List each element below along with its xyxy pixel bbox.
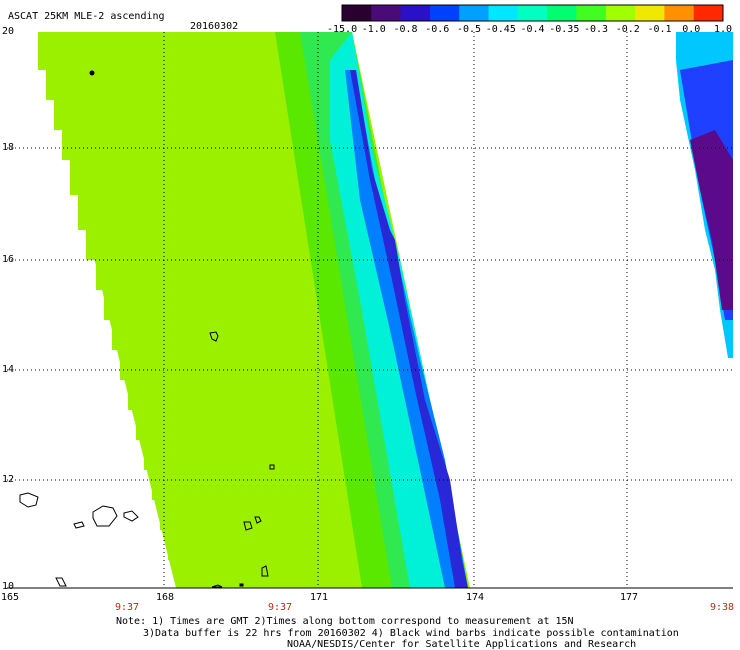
colorbar-tick-label: -0.3: [584, 24, 609, 35]
colorbar-swatch: [459, 5, 490, 21]
island-1: [89, 70, 95, 76]
lon-label-174: 174: [466, 592, 485, 603]
colorbar-tick-label: 1.0: [714, 24, 733, 35]
lat-label-12: 12: [2, 474, 15, 485]
colorbar-swatch: [664, 5, 695, 21]
colorbar-tick-label: -0.4: [520, 24, 545, 35]
island-10: [261, 565, 269, 577]
colorbar-tick-label: -0.35: [549, 24, 580, 35]
colorbar-tick-label: -15.0: [327, 24, 358, 35]
island-12: [211, 584, 223, 588]
lon-label-168: 168: [156, 592, 175, 603]
colorbar-tick-label: -0.2: [615, 24, 640, 35]
lon-label-171: 171: [310, 592, 329, 603]
deep-blue-band: [350, 70, 468, 588]
note-line-3: NOAA/NESDIS/Center for Satellite Applica…: [287, 639, 637, 650]
island-9: [254, 516, 262, 524]
colorbar-swatch: [517, 5, 548, 21]
colorbar-tick-label: 0.0: [682, 24, 701, 35]
lon-label-165: 165: [1, 592, 20, 603]
colorbar-tick-label: -1.0: [361, 24, 386, 35]
note-line-2: 3)Data buffer is 22 hrs from 20160302 4)…: [143, 628, 679, 639]
island-2: [209, 331, 219, 342]
time-label-3: 9:38: [710, 602, 735, 613]
colorbar-tick-label: -0.8: [393, 24, 418, 35]
colorbar-tick-label: -0.1: [647, 24, 672, 35]
island-3: [269, 464, 275, 470]
colorbar-swatch: [400, 5, 431, 21]
colorbar-tick-label: -0.6: [425, 24, 450, 35]
main-swath-west-edge: [38, 32, 180, 588]
island-5: [92, 505, 118, 527]
colorbar-swatch: [488, 5, 519, 21]
colorbar-swatch: [342, 5, 372, 21]
island-8: [243, 521, 253, 531]
island-11: [55, 577, 67, 587]
colorbar-frame: [341, 4, 724, 22]
islands: [19, 70, 275, 588]
graticule: [7, 32, 733, 588]
chart-title: ASCAT 25KM MLE-2 ascending: [8, 11, 165, 22]
island-4: [19, 492, 39, 508]
east-swath-purple: [690, 130, 733, 310]
colorbar: [342, 5, 724, 21]
colorbar-tick-label: -0.5: [457, 24, 482, 35]
colorbar-swatch: [547, 5, 577, 21]
colorbar-swatch: [635, 5, 665, 21]
lat-label-10: 10: [2, 581, 15, 592]
lat-label-16: 16: [2, 254, 15, 265]
swath-layer: [38, 32, 733, 588]
colorbar-swatch: [605, 5, 636, 21]
date-label: 20160302: [190, 21, 239, 32]
colorbar-swatch: [371, 5, 402, 21]
lat-label-20: 20: [2, 26, 15, 37]
colorbar-tick-label: -0.45: [485, 24, 516, 35]
colorbar-swatch: [429, 5, 460, 21]
note-line-1: Note: 1) Times are GMT 2)Times along bot…: [116, 616, 574, 627]
lat-label-14: 14: [2, 364, 15, 375]
island-6: [73, 521, 85, 529]
colorbar-swatch: [693, 5, 724, 21]
time-label-2: 9:37: [268, 602, 293, 613]
colorbar-swatch: [576, 5, 607, 21]
island-13: [239, 583, 244, 587]
time-label-1: 9:37: [115, 602, 140, 613]
island-7: [123, 510, 139, 522]
lon-label-177: 177: [620, 592, 639, 603]
lat-label-18: 18: [2, 142, 15, 153]
